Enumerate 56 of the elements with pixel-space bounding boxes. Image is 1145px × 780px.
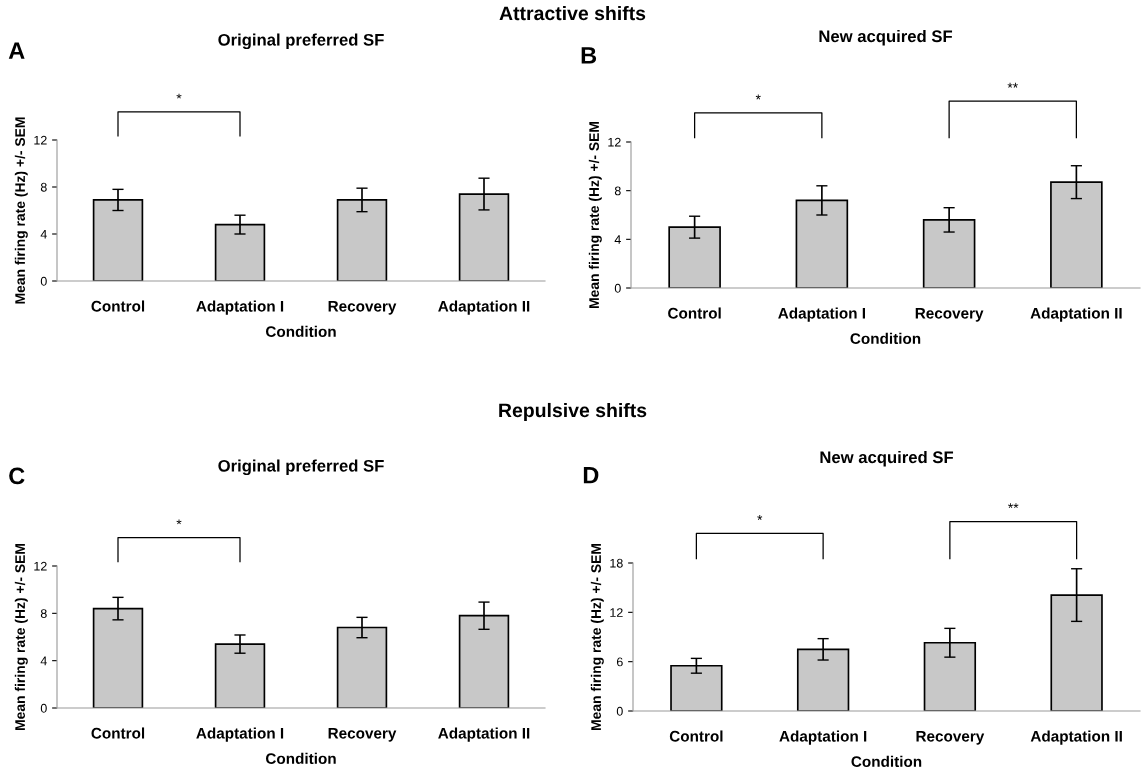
x-tick-label: Adaptation I — [778, 307, 865, 322]
text: ** — [1007, 82, 1018, 88]
text: * — [755, 94, 761, 100]
y-tick-label: 0 — [614, 283, 621, 293]
y-tick-label: 12 — [34, 135, 47, 145]
y-tick-label: 0 — [40, 276, 47, 286]
text: * — [176, 519, 182, 525]
y-tick-label: 8 — [614, 186, 621, 196]
x-tick-label: Adaptation I — [196, 727, 284, 742]
text: * — [176, 93, 182, 99]
x-tick-label: Control — [668, 307, 721, 319]
chart-title: New acquired SF — [820, 450, 954, 467]
text: B — [581, 47, 597, 64]
x-tick-label: Adaptation II — [438, 727, 530, 742]
y-axis-title: Mean firing rate (Hz) +/- SEM — [14, 543, 28, 731]
x-axis-title: Condition — [851, 755, 922, 768]
x-tick-label: Adaptation II — [438, 300, 530, 315]
text: * — [757, 515, 763, 520]
y-tick-label: 8 — [40, 182, 47, 192]
y-tick-label: 4 — [40, 656, 47, 666]
x-tick-label: Adaptation II — [1030, 730, 1122, 745]
y-tick-label: 8 — [40, 609, 47, 618]
y-tick-label: 6 — [616, 657, 623, 667]
y-tick-label: 18 — [610, 558, 623, 568]
x-tick-label: Adaptation I — [196, 300, 284, 315]
chart-title: Original preferred SF — [218, 459, 384, 476]
chart-title: New acquired SF — [819, 29, 953, 46]
chart-title: Original preferred SF — [218, 33, 384, 50]
y-axis-title: Mean firing rate (Hz) +/- SEM — [14, 117, 28, 304]
y-tick-label: 4 — [40, 229, 47, 239]
text: C — [9, 467, 25, 485]
x-tick-label: Recovery — [328, 728, 397, 742]
chart-subtitle: Attractive shifts — [499, 5, 646, 21]
x-tick-label: Control — [91, 300, 145, 312]
text: ** — [1008, 503, 1019, 509]
x-tick-label: Recovery — [916, 731, 985, 745]
x-tick-label: Recovery — [915, 308, 984, 322]
x-tick-label: Recovery — [328, 301, 397, 315]
x-tick-label: Adaptation II — [1030, 307, 1122, 322]
y-tick-label: 4 — [614, 235, 621, 244]
y-axis-title: Mean firing rate (Hz) +/- SEM — [588, 121, 602, 309]
chart-subtitle: Repulsive shifts — [499, 402, 647, 422]
y-tick-label: 12 — [610, 608, 623, 617]
x-axis-title: Condition — [265, 752, 336, 765]
x-axis-title: Condition — [265, 325, 336, 338]
x-tick-label: Control — [669, 730, 723, 742]
x-tick-label: Control — [91, 727, 145, 739]
y-axis-title: Mean firing rate (Hz) +/- SEM — [590, 543, 604, 731]
y-tick-label: 0 — [40, 703, 47, 713]
text: D — [583, 467, 599, 484]
x-axis-title: Condition — [850, 332, 921, 345]
y-tick-label: 12 — [34, 561, 47, 571]
y-tick-label: 0 — [616, 706, 623, 716]
y-tick-label: 12 — [608, 137, 621, 147]
x-tick-label: Adaptation I — [779, 730, 867, 745]
text: A — [8, 42, 25, 59]
